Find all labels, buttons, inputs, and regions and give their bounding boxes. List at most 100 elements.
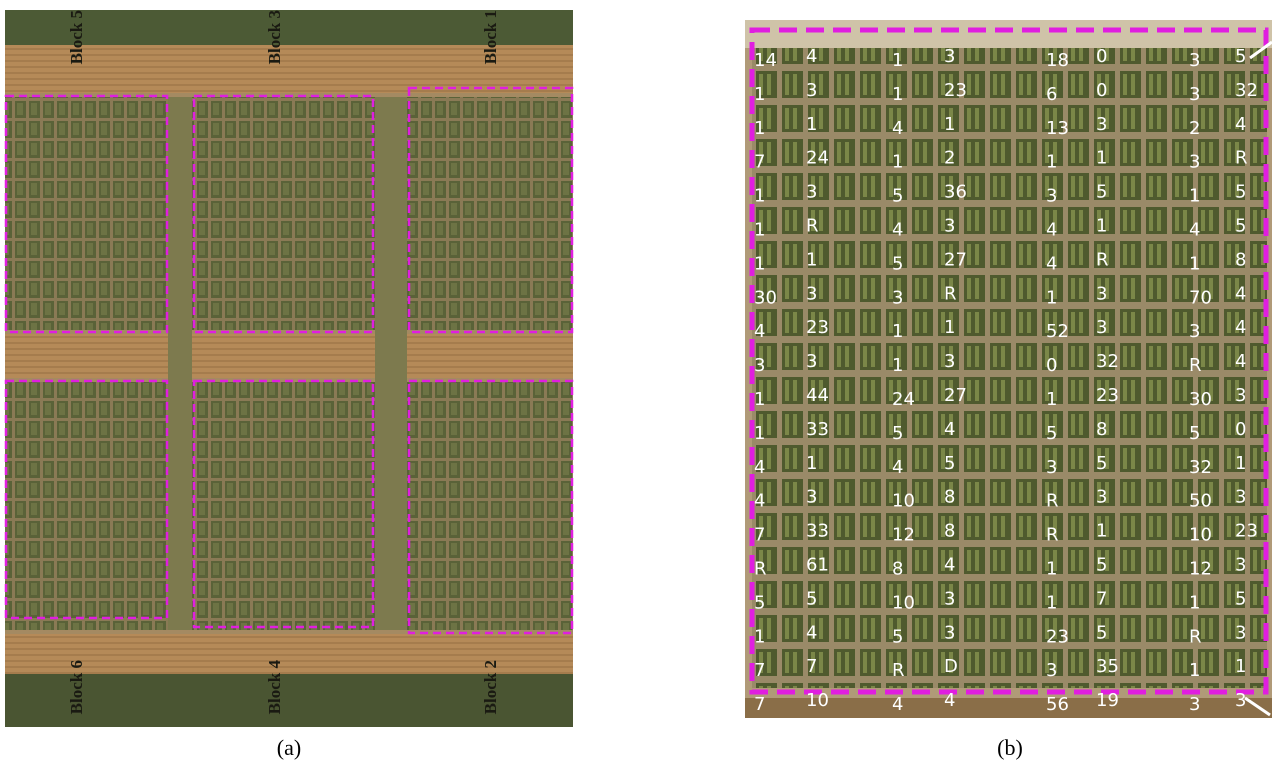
plot-number: 4 — [754, 491, 765, 512]
plot-number: 1 — [1189, 592, 1200, 613]
plot-number: 4 — [754, 321, 765, 342]
plot-number: 10 — [1189, 525, 1212, 546]
plot-number: 3 — [806, 283, 817, 304]
plot-number: 0 — [1046, 355, 1057, 376]
block-label: Block 5 — [67, 10, 86, 64]
plot-number: 6 — [1046, 84, 1057, 105]
plot-number: 0 — [1096, 80, 1107, 101]
block-label: Block 6 — [67, 660, 86, 714]
plot-number: 1 — [754, 626, 765, 647]
plot-number: R — [892, 660, 905, 681]
plot-number: 32 — [1096, 351, 1119, 372]
plot-number: 1 — [806, 114, 817, 135]
plot-number: 1 — [944, 317, 955, 338]
plot-number: 4 — [1046, 220, 1057, 241]
plot-number: 3 — [1189, 84, 1200, 105]
plot-number: 30 — [1189, 389, 1212, 410]
plot-number: 5 — [1235, 588, 1246, 609]
plot-number: 2 — [944, 148, 955, 169]
plot-number: 4 — [806, 46, 817, 67]
plot-number: 24 — [892, 389, 915, 410]
plot-number: 56 — [1046, 694, 1069, 715]
plot-number: 4 — [892, 118, 903, 139]
plot-number: 3 — [806, 351, 817, 372]
plot-number: 23 — [1235, 521, 1258, 542]
plot-number: 33 — [806, 419, 829, 440]
plot-number: 1 — [892, 355, 903, 376]
plot-number: 0 — [1235, 419, 1246, 440]
plot-number: 1 — [892, 321, 903, 342]
plot-number: 4 — [892, 457, 903, 478]
plot-number: 1 — [892, 152, 903, 173]
plot-number: 4 — [944, 419, 955, 440]
plot-number: 3 — [1189, 50, 1200, 71]
plot-number: 1 — [754, 253, 765, 274]
plot-number: 36 — [944, 182, 967, 203]
plot-number: 3 — [754, 355, 765, 376]
plot-number: 4 — [944, 555, 955, 576]
plot-number: 3 — [944, 622, 955, 643]
plot-number: 1 — [1046, 389, 1057, 410]
plot-number: 1 — [892, 84, 903, 105]
plot-number: 3 — [1235, 385, 1246, 406]
plot-number: 3 — [944, 588, 955, 609]
figure: Block 5Block 3Block 1Block 6Block 4Block… — [0, 0, 1274, 769]
plot-number: 12 — [1189, 559, 1212, 580]
plot-number: R — [754, 559, 767, 580]
plot-number: 5 — [806, 588, 817, 609]
plot-number: 4 — [1235, 283, 1246, 304]
plot-number: 5 — [1096, 453, 1107, 474]
plot-number: 3 — [892, 287, 903, 308]
plot-number: R — [1189, 355, 1202, 376]
plot-number: D — [944, 656, 958, 677]
plot-number: 4 — [1046, 253, 1057, 274]
plot-number: 3 — [1235, 487, 1246, 508]
plot-number: 10 — [892, 491, 915, 512]
plot-number: 4 — [1235, 114, 1246, 135]
plot-number: 23 — [806, 317, 829, 338]
plot-number: 10 — [806, 690, 829, 711]
plot-number: 7 — [1096, 588, 1107, 609]
plot-number: 1 — [754, 118, 765, 139]
plot-number: 2 — [1189, 118, 1200, 139]
plot-number: 32 — [1235, 80, 1258, 101]
plot-number: 1 — [1046, 287, 1057, 308]
plot-number: 7 — [754, 525, 765, 546]
plot-number: 3 — [1096, 283, 1107, 304]
plot-number: 3 — [1046, 457, 1057, 478]
plot-number: 1 — [1046, 592, 1057, 613]
plot-number: 8 — [944, 521, 955, 542]
plot-number: 1 — [1235, 656, 1246, 677]
plot-number: 1 — [754, 389, 765, 410]
plot-number: 50 — [1189, 491, 1212, 512]
plot-number: 3 — [806, 487, 817, 508]
plot-number: 32 — [1189, 457, 1212, 478]
plot-number: 3 — [1096, 487, 1107, 508]
plot-number: R — [1046, 525, 1059, 546]
plot-number: 3 — [806, 182, 817, 203]
block-label: Block 2 — [481, 660, 500, 714]
plot-number: 3 — [944, 351, 955, 372]
plot-number: 30 — [754, 287, 777, 308]
plot-number: 8 — [892, 559, 903, 580]
plot-number: 61 — [806, 555, 829, 576]
plot-number: 8 — [1235, 249, 1246, 270]
plot-number: 4 — [892, 694, 903, 715]
plot-number: 5 — [1096, 182, 1107, 203]
plot-number: 3 — [944, 46, 955, 67]
plot-number: 5 — [754, 592, 765, 613]
plot-number: 3 — [1189, 152, 1200, 173]
plot-number: 12 — [892, 525, 915, 546]
plot-number: 3 — [1189, 321, 1200, 342]
plot-number: 52 — [1046, 321, 1069, 342]
block-label: Block 1 — [481, 10, 500, 64]
plot-number: 3 — [944, 216, 955, 237]
plot-number: 1 — [1096, 216, 1107, 237]
plot-number: 5 — [892, 626, 903, 647]
plot-number: 4 — [1235, 317, 1246, 338]
plot-number: 1 — [1096, 148, 1107, 169]
plot-number: 23 — [1046, 626, 1069, 647]
plot-number: 5 — [892, 186, 903, 207]
plot-number: 1 — [754, 220, 765, 241]
panel-label: (b) — [997, 735, 1023, 760]
